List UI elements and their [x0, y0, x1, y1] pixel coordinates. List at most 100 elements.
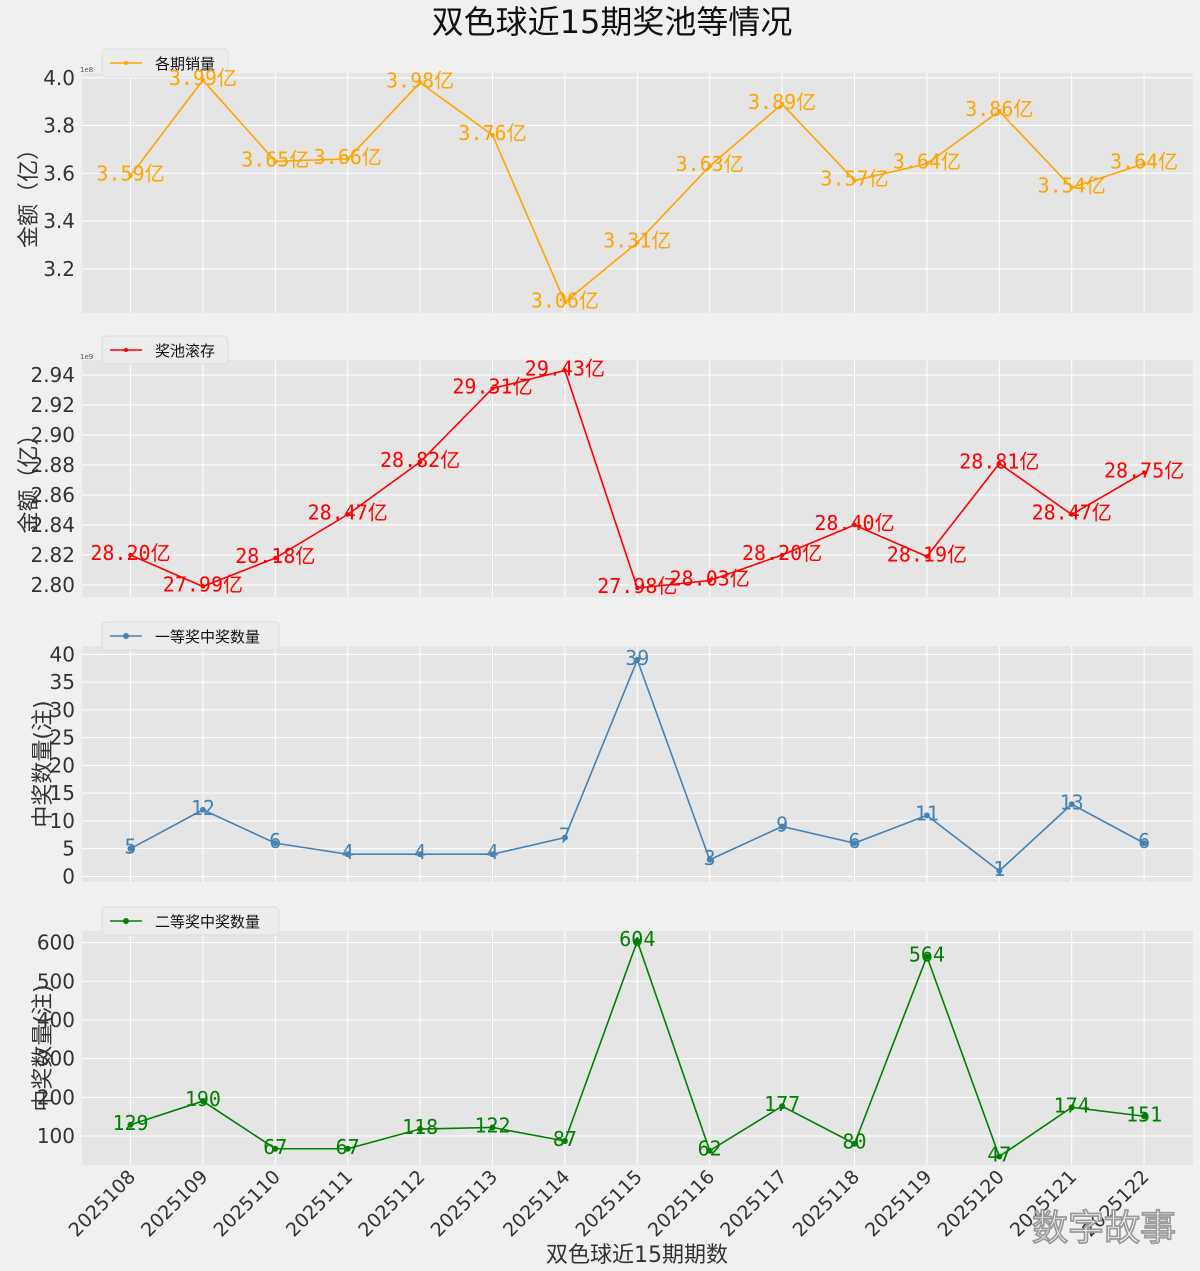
data-label: 3.06亿 — [531, 288, 599, 312]
y-tick-label: 2.82 — [30, 543, 75, 567]
data-label: 3 — [704, 846, 716, 870]
data-point — [1141, 840, 1148, 847]
data-point — [779, 823, 786, 830]
data-label: 28.18亿 — [235, 544, 315, 568]
data-point — [1069, 512, 1074, 517]
data-point — [779, 552, 785, 558]
x-tick-label: 2025112 — [354, 1166, 429, 1241]
y-tick-label: 2.88 — [30, 453, 75, 477]
data-point — [997, 109, 1002, 114]
data-label: 3.66亿 — [314, 145, 382, 169]
data-label: 62 — [698, 1137, 722, 1161]
legend-label: 奖池滚存 — [155, 342, 215, 360]
legend-marker — [124, 348, 128, 352]
legend-label: 二等奖中奖数量 — [155, 913, 260, 931]
y-axis-label: 中奖数量(注) — [31, 700, 56, 827]
x-tick-label: 2025115 — [571, 1166, 646, 1241]
data-point — [273, 159, 278, 164]
data-label: 564 — [909, 943, 945, 967]
data-label: 27.98亿 — [597, 574, 677, 598]
watermark: 数字故事 — [1032, 1208, 1176, 1249]
data-label: 604 — [619, 927, 655, 951]
data-label: 13 — [1060, 790, 1084, 814]
data-label: 28.81亿 — [959, 450, 1039, 474]
data-label: 5 — [124, 835, 136, 859]
data-point — [200, 584, 206, 589]
data-label: 7 — [559, 824, 571, 848]
y-offset-text: 1e9 — [80, 353, 93, 361]
data-point — [924, 554, 930, 559]
data-point — [200, 77, 206, 83]
data-point — [1069, 185, 1074, 190]
data-point — [852, 178, 857, 183]
data-point — [489, 1124, 496, 1131]
data-point — [417, 459, 423, 465]
data-point — [562, 368, 568, 373]
data-label: 118 — [402, 1115, 438, 1139]
y-tick-label: 3.4 — [43, 209, 75, 233]
y-tick-label: 0 — [62, 864, 75, 888]
data-point — [344, 851, 351, 858]
data-point — [273, 555, 278, 561]
y-tick-label: 35 — [50, 670, 75, 694]
legend-label: 一等奖中奖数量 — [155, 628, 260, 646]
legend-marker — [124, 61, 128, 65]
y-tick-label: 300 — [37, 1047, 75, 1071]
legend-box — [101, 335, 229, 365]
x-tick-label: 2025109 — [137, 1166, 212, 1241]
y-axis-label: 中奖数量(注) — [31, 984, 56, 1111]
data-point — [923, 953, 930, 960]
panel-1: 3.2 3.4 3.6 3.8 4.0 金额（亿） 1e8 各期销量 3.59亿 3.99亿 3.6… — [17, 48, 1193, 313]
panel-2: 2.80 2.82 2.84 2.86 2.88 2.90 2.92 2.94 金额（亿） 1e9… — [17, 335, 1193, 598]
x-tick-label: 2025116 — [644, 1166, 719, 1241]
data-label: 3.31亿 — [603, 229, 671, 253]
data-label: 129 — [112, 1111, 148, 1135]
data-label: 1 — [993, 857, 1005, 881]
data-label: 28.20亿 — [90, 541, 170, 565]
legend: 一等奖中奖数量 — [101, 621, 280, 651]
data-label: 151 — [1126, 1102, 1162, 1126]
data-label: 12 — [191, 796, 215, 820]
data-label: 9 — [776, 812, 788, 836]
data-label: 3.76亿 — [458, 121, 526, 145]
data-label: 177 — [764, 1092, 800, 1116]
chart-title: 双色球近15期奖池等情况 — [432, 3, 793, 41]
data-point — [996, 867, 1003, 874]
legend-box — [101, 48, 229, 78]
y-tick-label: 20 — [50, 753, 75, 777]
data-point — [272, 840, 279, 847]
data-point — [490, 386, 495, 391]
data-label: 28.47亿 — [308, 501, 388, 525]
legend-box — [101, 906, 280, 936]
y-tick-label: 600 — [37, 931, 75, 955]
x-axis: 2025108202510920251102025111202511220251… — [65, 1166, 1154, 1241]
data-point — [1141, 1113, 1148, 1120]
x-tick-label: 2025120 — [933, 1166, 1008, 1241]
y-axis-label: 金额（亿） — [17, 138, 42, 248]
data-point — [635, 240, 640, 245]
y-tick-label: 25 — [50, 726, 75, 750]
y-tick-label: 2.92 — [30, 393, 75, 417]
x-axis-label: 双色球近15期期数 — [546, 1243, 728, 1268]
data-label: 28.20亿 — [742, 541, 822, 565]
data-point — [997, 461, 1002, 466]
y-tick-label: 3.8 — [43, 114, 75, 138]
data-label: 28.19亿 — [887, 543, 967, 567]
data-point — [344, 1145, 351, 1152]
data-point — [199, 1098, 206, 1105]
legend: 各期销量 — [101, 48, 229, 78]
y-axis-label: 金额（亿） — [17, 423, 42, 533]
data-label: 4 — [342, 840, 354, 864]
data-point — [417, 851, 424, 858]
panel-4: 100 200 300 400 500 600 中奖数量(注) 二等奖中奖数量 129 190 67… — [31, 906, 1193, 1166]
data-point — [199, 806, 206, 813]
data-point — [128, 173, 133, 178]
y-offset-text: 1e8 — [80, 66, 93, 74]
data-label: 174 — [1054, 1093, 1090, 1117]
data-point — [417, 1126, 424, 1133]
data-point — [1068, 801, 1075, 808]
data-label: 67 — [336, 1135, 360, 1159]
data-point — [127, 845, 134, 852]
legend: 二等奖中奖数量 — [101, 906, 280, 936]
data-label: 3.54亿 — [1038, 174, 1106, 198]
